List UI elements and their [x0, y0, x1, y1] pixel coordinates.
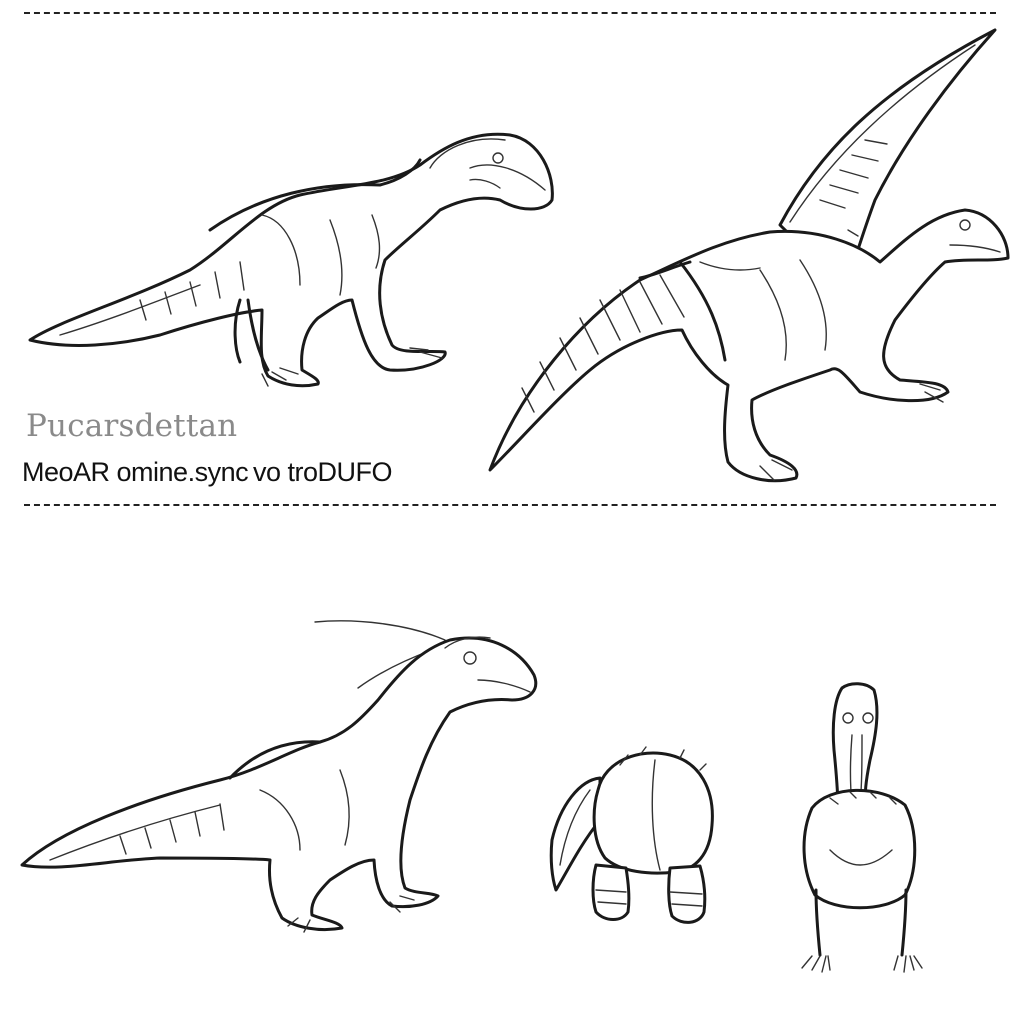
caption-subtitle: MeoAR omine.sync vo troDUFO: [22, 457, 393, 487]
dinosaur-front-view: [801, 682, 923, 973]
dinosaur-side-view-2: [20, 620, 538, 933]
dinosaur-winged-view: [488, 28, 1010, 483]
dinosaur-rear-view: [549, 746, 714, 924]
dinosaur-side-view-1: [28, 132, 554, 388]
caption-title: Pucarsdettan: [26, 408, 238, 444]
top-divider-line: [24, 12, 996, 14]
middle-divider-line: [24, 504, 996, 506]
